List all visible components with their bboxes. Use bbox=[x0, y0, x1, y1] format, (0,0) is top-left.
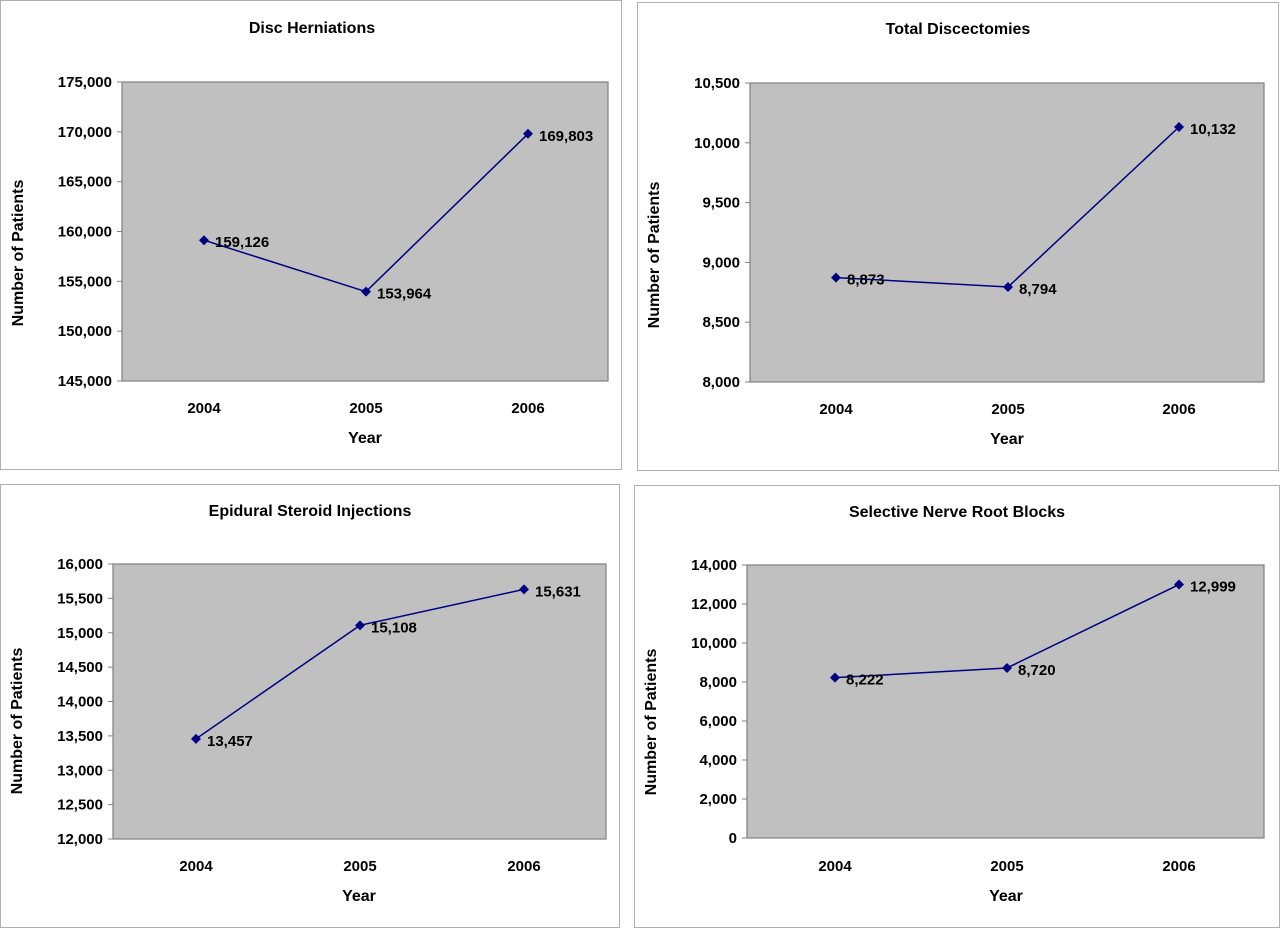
y-tick-label: 15,500 bbox=[57, 590, 103, 607]
y-tick-label: 0 bbox=[729, 830, 737, 847]
chart-panel-epidural-steroid-injections: Epidural Steroid Injections Year Number … bbox=[0, 484, 620, 928]
y-tick-label: 2,000 bbox=[699, 791, 737, 808]
x-tick-label: 2005 bbox=[343, 858, 376, 875]
x-tick-label: 2004 bbox=[187, 400, 221, 417]
plot-area bbox=[121, 81, 609, 382]
data-point-marker bbox=[355, 620, 365, 631]
chart-disc-herniations: Disc Herniations Year Number of Patients… bbox=[10, 20, 609, 447]
chart-title: Selective Nerve Root Blocks bbox=[849, 504, 1065, 521]
x-tick-label: 2004 bbox=[818, 858, 852, 875]
chart-panel-disc-herniations: Disc Herniations Year Number of Patients… bbox=[0, 0, 622, 470]
data-point-marker bbox=[1002, 662, 1012, 673]
y-tick-label: 165,000 bbox=[58, 174, 112, 191]
y-tick-label: 13,500 bbox=[57, 728, 103, 745]
y-tick-label: 10,000 bbox=[694, 135, 740, 152]
data-label: 8,720 bbox=[1018, 662, 1056, 679]
x-tick-label: 2006 bbox=[507, 858, 540, 875]
x-axis-title: Year bbox=[348, 430, 382, 447]
data-label: 15,631 bbox=[535, 583, 581, 600]
x-tick-label: 2006 bbox=[511, 400, 544, 417]
data-label: 8,794 bbox=[1019, 281, 1057, 298]
x-tick-label: 2004 bbox=[819, 401, 853, 418]
data-label: 159,126 bbox=[215, 234, 269, 251]
y-tick-label: 8,000 bbox=[702, 374, 740, 391]
y-tick-label: 8,000 bbox=[699, 674, 737, 691]
x-tick-label: 2004 bbox=[179, 858, 213, 875]
data-label: 13,457 bbox=[207, 733, 253, 750]
data-label: 15,108 bbox=[371, 619, 417, 636]
x-tick-label: 2005 bbox=[349, 400, 382, 417]
plot-area bbox=[112, 563, 607, 840]
y-tick-label: 145,000 bbox=[58, 373, 112, 390]
data-point-marker bbox=[361, 286, 371, 297]
y-tick-label: 10,500 bbox=[694, 75, 740, 92]
chart-total-discectomies: Total Discectomies Year Number of Patien… bbox=[646, 21, 1265, 448]
data-label: 12,999 bbox=[1190, 579, 1236, 596]
data-point-marker bbox=[830, 672, 840, 683]
x-tick-label: 2006 bbox=[1162, 858, 1195, 875]
y-axis-title: Number of Patients bbox=[646, 182, 663, 329]
data-point-marker bbox=[519, 584, 529, 595]
y-tick-label: 12,000 bbox=[57, 831, 103, 848]
y-tick-label: 13,000 bbox=[57, 762, 103, 779]
y-tick-label: 160,000 bbox=[58, 224, 112, 241]
y-tick-label: 10,000 bbox=[691, 635, 737, 652]
data-label: 8,873 bbox=[847, 272, 885, 289]
data-point-marker bbox=[191, 733, 201, 744]
y-tick-label: 9,000 bbox=[702, 254, 740, 271]
y-tick-label: 150,000 bbox=[58, 323, 112, 340]
y-tick-label: 4,000 bbox=[699, 752, 737, 769]
y-tick-label: 14,000 bbox=[691, 557, 737, 574]
plot-area bbox=[749, 82, 1265, 383]
chart-epidural-steroid-injections: Epidural Steroid Injections Year Number … bbox=[9, 503, 607, 905]
data-point-marker bbox=[1174, 579, 1184, 590]
x-axis-title: Year bbox=[342, 888, 376, 905]
chart-title: Disc Herniations bbox=[249, 20, 375, 37]
x-tick-label: 2006 bbox=[1162, 401, 1195, 418]
y-tick-label: 12,500 bbox=[57, 797, 103, 814]
chart-selective-nerve-root-blocks: Selective Nerve Root Blocks Year Number … bbox=[643, 504, 1265, 905]
y-axis-title: Number of Patients bbox=[10, 180, 27, 327]
x-axis-title: Year bbox=[990, 431, 1024, 448]
y-tick-label: 14,000 bbox=[57, 694, 103, 711]
data-label: 169,803 bbox=[539, 128, 593, 145]
chart-title: Epidural Steroid Injections bbox=[209, 503, 412, 520]
y-tick-label: 155,000 bbox=[58, 273, 112, 290]
y-tick-label: 6,000 bbox=[699, 713, 737, 730]
data-point-marker bbox=[831, 272, 841, 283]
y-axis-title: Number of Patients bbox=[9, 648, 26, 795]
y-tick-label: 8,500 bbox=[702, 314, 740, 331]
y-tick-label: 14,500 bbox=[57, 659, 103, 676]
y-tick-label: 15,000 bbox=[57, 625, 103, 642]
x-tick-label: 2005 bbox=[991, 401, 1024, 418]
y-tick-label: 12,000 bbox=[691, 596, 737, 613]
data-point-marker bbox=[199, 235, 209, 246]
chart-panel-selective-nerve-root-blocks: Selective Nerve Root Blocks Year Number … bbox=[634, 485, 1280, 928]
chart-panel-total-discectomies: Total Discectomies Year Number of Patien… bbox=[637, 2, 1279, 471]
y-tick-label: 170,000 bbox=[58, 124, 112, 141]
x-tick-label: 2005 bbox=[990, 858, 1023, 875]
y-tick-label: 9,500 bbox=[702, 195, 740, 212]
data-point-marker bbox=[523, 128, 533, 139]
x-axis-title: Year bbox=[989, 888, 1023, 905]
chart-title: Total Discectomies bbox=[886, 21, 1031, 38]
y-tick-label: 16,000 bbox=[57, 556, 103, 573]
y-axis-title: Number of Patients bbox=[643, 649, 660, 796]
data-point-marker bbox=[1003, 282, 1013, 293]
data-label: 8,222 bbox=[846, 672, 884, 689]
data-point-marker bbox=[1174, 122, 1184, 133]
y-tick-label: 175,000 bbox=[58, 74, 112, 91]
data-label: 10,132 bbox=[1190, 121, 1236, 138]
data-label: 153,964 bbox=[377, 286, 432, 303]
plot-area bbox=[746, 564, 1265, 839]
